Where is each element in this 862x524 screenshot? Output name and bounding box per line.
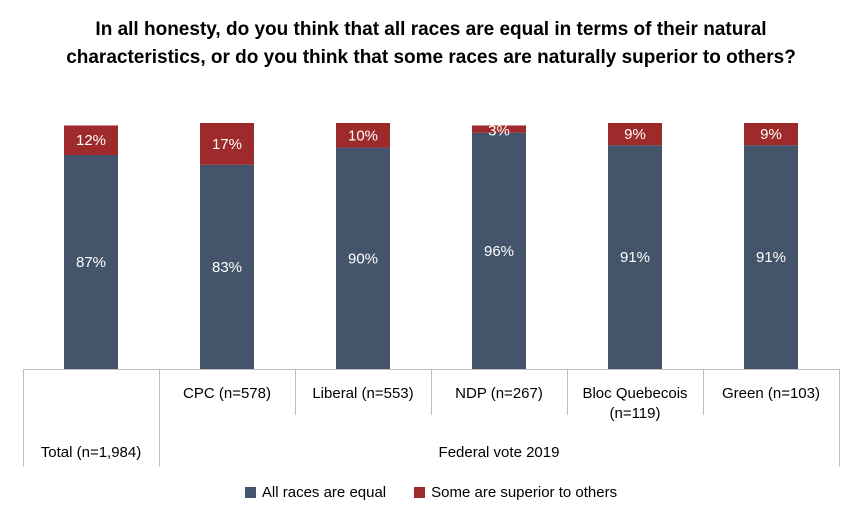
legend-item-equal: All races are equal (244, 484, 387, 501)
data-label-equal-1: 83% (212, 259, 242, 276)
data-label-superior-3: 3% (488, 122, 510, 139)
bar-equal-4 (608, 145, 662, 369)
legend-swatch-equal (244, 487, 256, 498)
category-label-2: Liberal (n=553) (312, 385, 414, 402)
bar-superior-3 (472, 125, 526, 133)
bar-superior-1 (200, 123, 254, 165)
bar-superior-2 (336, 123, 390, 148)
data-label-superior-5: 9% (760, 126, 782, 143)
data-label-equal-4: 91% (620, 249, 650, 266)
legend-label-equal: All races are equal (261, 484, 387, 501)
category-label-1: CPC (n=578) (183, 385, 271, 402)
data-label-superior-1: 17% (212, 136, 242, 153)
group-label: Federal vote 2019 (438, 444, 560, 461)
bar-equal-5 (744, 145, 798, 369)
chart-title: In all honesty, do you think that all ra… (66, 19, 796, 68)
data-label-superior-4: 9% (624, 126, 646, 143)
legend-item-superior: Some are superior to others (414, 484, 617, 501)
data-label-superior-2: 10% (348, 127, 378, 144)
bar-superior-4 (608, 123, 662, 146)
category-label-4: Bloc Quebecois (n=119) (582, 385, 688, 422)
legend: All races are equal Some are superior to … (0, 484, 862, 501)
bar-superior-0 (64, 125, 118, 155)
legend-swatch-superior (414, 487, 426, 498)
bar-equal-2 (336, 147, 390, 369)
legend-label-superior: Some are superior to others (431, 484, 618, 501)
data-label-equal-2: 90% (348, 250, 378, 267)
category-label-3: NDP (n=267) (455, 385, 543, 402)
bar-equal-0 (64, 154, 118, 369)
bar-equal-3 (472, 132, 526, 369)
data-label-equal-0: 87% (76, 254, 106, 271)
category-label-0: Total (n=1,984) (40, 444, 142, 461)
bar-equal-1 (200, 164, 254, 369)
data-label-equal-3: 96% (484, 243, 514, 260)
category-label-5: Green (n=103) (722, 385, 820, 402)
data-label-superior-0: 12% (76, 132, 106, 149)
data-label-equal-5: 91% (756, 249, 786, 266)
bar-superior-5 (744, 123, 798, 146)
